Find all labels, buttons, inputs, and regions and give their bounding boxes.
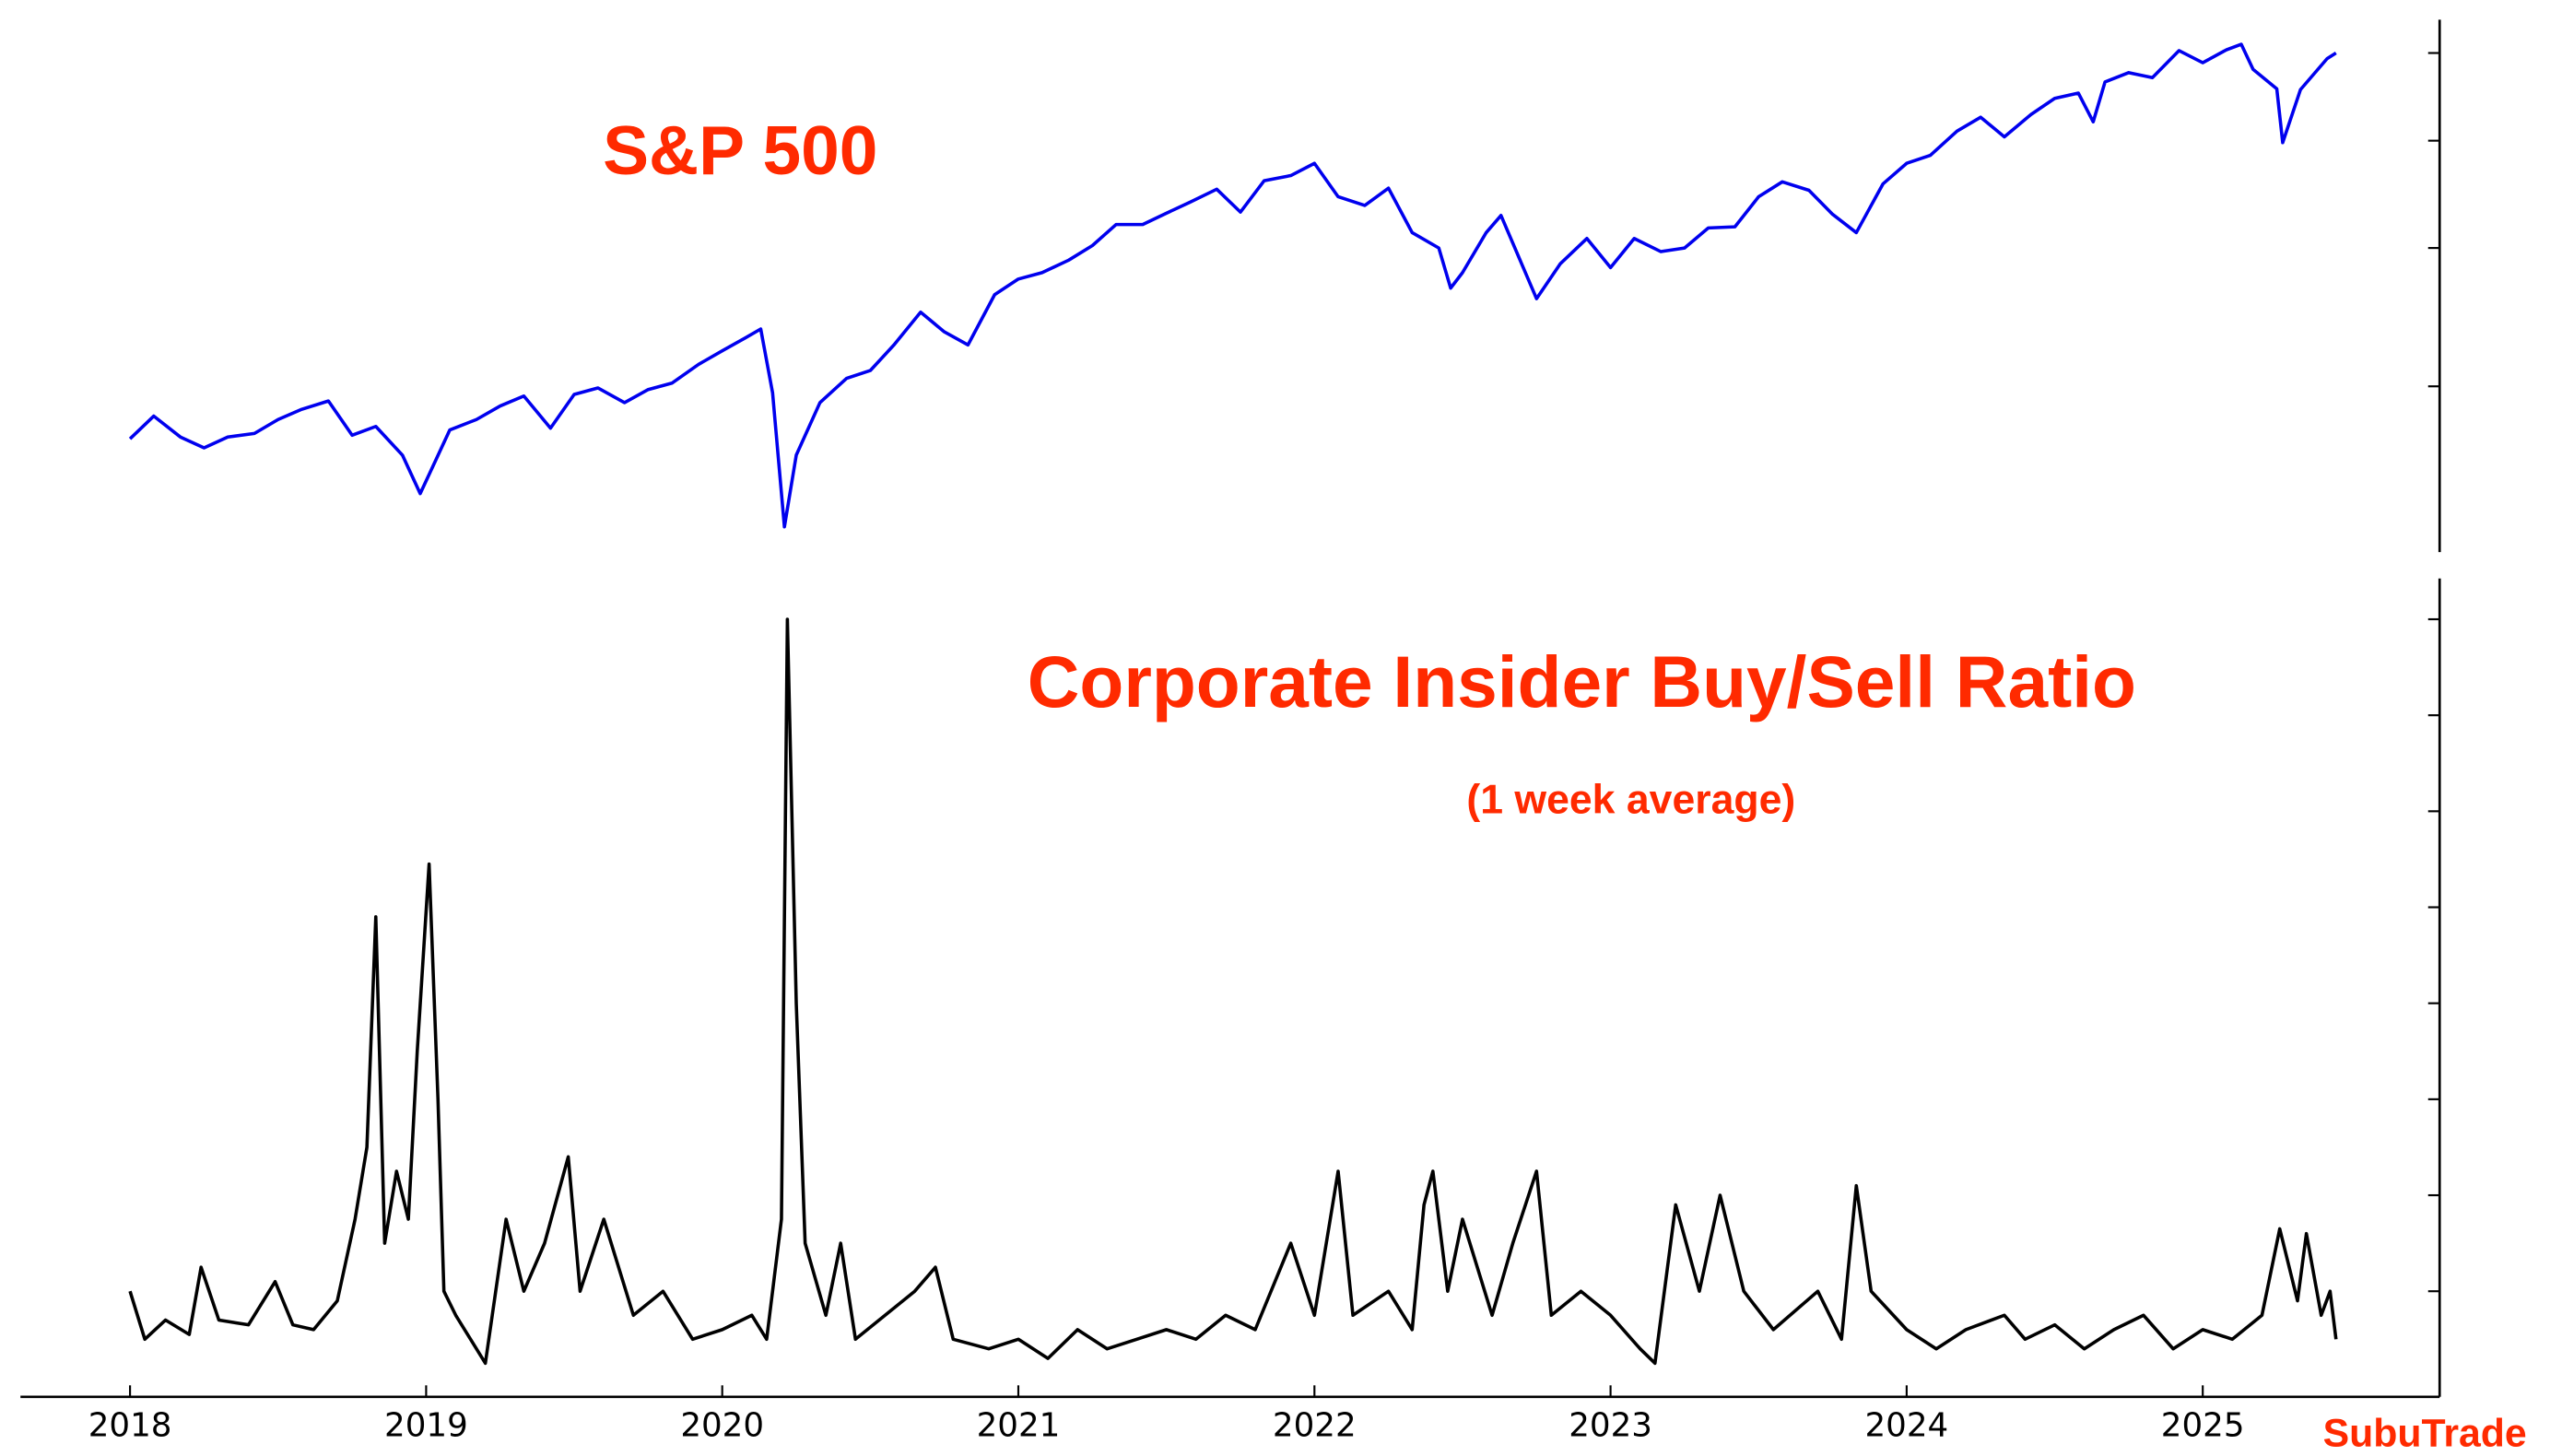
x-tick-label: 2024 [1865,1407,1949,1445]
chart-subtitle: (1 week average) [1466,778,1795,823]
x-tick-label: 2019 [384,1407,468,1445]
chart-title: S&P 500 [603,112,877,189]
x-tick-label: 2021 [977,1407,1061,1445]
chart-title: Corporate Insider Buy/Sell Ratio [1028,641,2136,722]
watermark: SubuTrade [2323,1411,2527,1455]
x-tick-label: 2022 [1273,1407,1357,1445]
x-tick-label: 2023 [1569,1407,1652,1445]
line-series [128,42,2337,529]
x-tick-label: 2018 [88,1407,172,1445]
x-tick-label: 2025 [2161,1407,2245,1445]
line-series [128,617,2338,1366]
x-tick-label: 2020 [680,1407,764,1445]
